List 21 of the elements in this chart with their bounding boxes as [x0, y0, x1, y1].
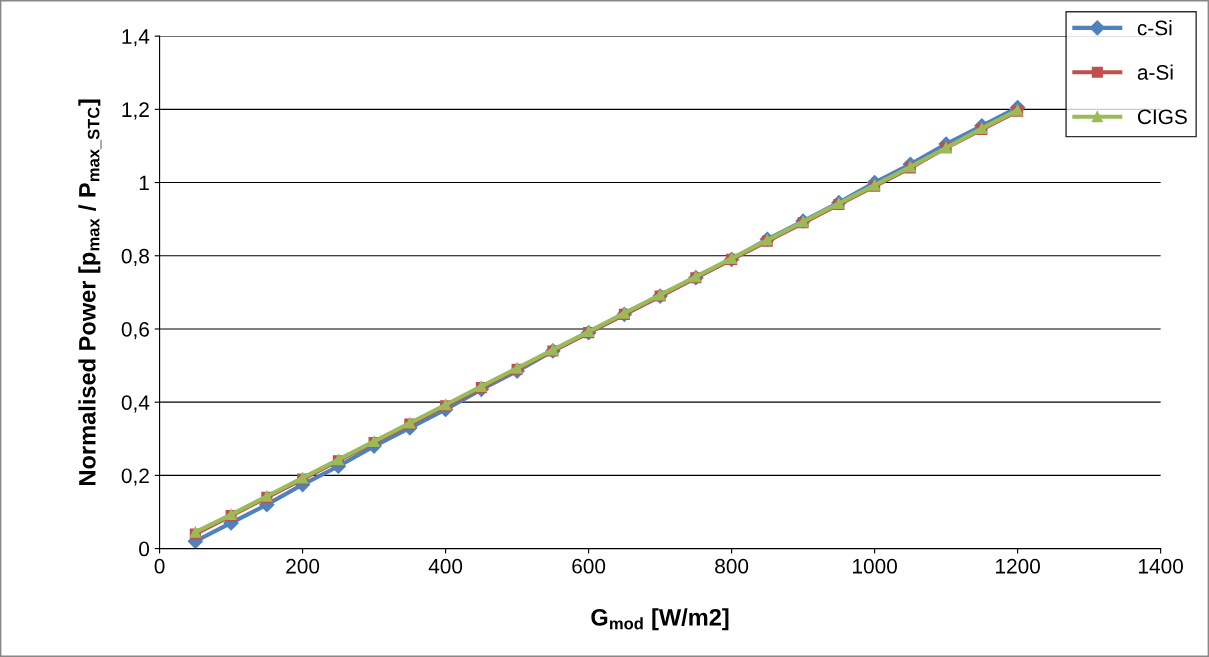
x-axis-title: G$_{mod}$ [W/m2] [591, 608, 729, 631]
y-axis-title: Normalised Power [p$_{max}$ / P$_{max_STC}$] [78, 99, 102, 485]
x-tick-label: 1000 [853, 558, 897, 574]
x-tick-label: 1200 [996, 558, 1040, 574]
y-tick-label: 1,4 [122, 29, 150, 47]
y-tick-label: 0,6 [121, 321, 149, 340]
x-tick-label: 600 [572, 558, 606, 574]
x-tick-label: 800 [715, 558, 749, 574]
x-tick-label: 0 [154, 558, 165, 574]
legend-label: a-Si [1137, 64, 1173, 80]
x-tick-label: 400 [428, 558, 463, 574]
y-tick-label: 0,2 [121, 468, 149, 486]
y-tick-label: 0,8 [121, 248, 149, 266]
x-tick-label: 1400 [1139, 558, 1183, 574]
y-tick-label: 1 [139, 175, 149, 191]
y-tick-label: 0 [139, 541, 150, 557]
y-tick-label: 1,2 [122, 102, 149, 120]
legend-label: CIGS [1137, 109, 1187, 125]
y-tick-label: 0,4 [121, 395, 150, 413]
x-tick-label: 200 [286, 558, 320, 574]
legend-label: c-Si [1137, 20, 1172, 36]
